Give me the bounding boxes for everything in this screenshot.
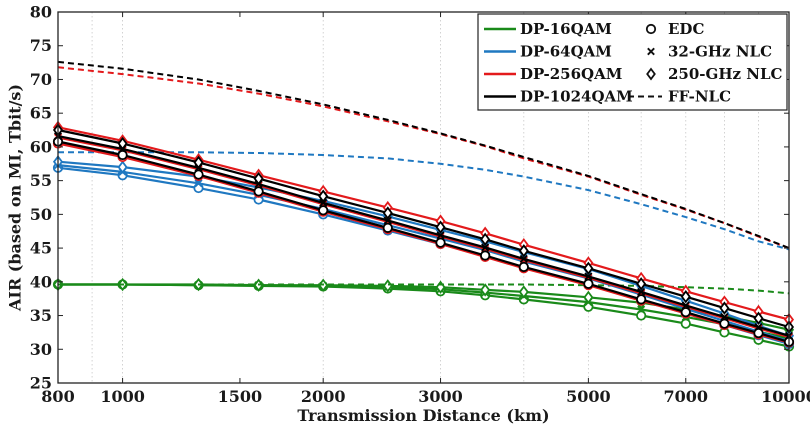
- point: [193, 155, 204, 170]
- series-dp-16qam-ff-nlc: [58, 283, 790, 295]
- series-line: [58, 283, 790, 295]
- legend-swatch: [647, 47, 655, 56]
- point: [680, 289, 691, 304]
- legend-item-format: DP-16QAM: [484, 20, 612, 38]
- legend-item-format: DP-256QAM: [484, 65, 622, 83]
- point: [637, 287, 646, 296]
- y-tick-label: 35: [30, 306, 52, 325]
- legend-swatch: [646, 67, 656, 81]
- y-tick-label: 55: [30, 171, 52, 190]
- series-line: [57, 60, 790, 250]
- point: [518, 285, 529, 299]
- point: [753, 327, 764, 339]
- point: [584, 272, 593, 281]
- series-dp-64qam-ff-nlc: [58, 151, 790, 251]
- x-tick-label: 2000: [301, 387, 346, 406]
- x-tick-label: 1000: [100, 387, 145, 406]
- legend-label: DP-256QAM: [520, 65, 622, 83]
- y-tick-label: 30: [30, 340, 52, 359]
- point: [435, 220, 446, 234]
- point: [637, 305, 646, 314]
- point: [194, 179, 203, 188]
- point: [382, 222, 393, 233]
- legend-label: DP-16QAM: [520, 20, 612, 38]
- legend-swatch: [645, 23, 657, 35]
- point: [480, 250, 491, 261]
- legend-item-method: FF-NLC: [628, 88, 731, 106]
- x-tick-label: 5000: [566, 387, 611, 406]
- point: [382, 206, 393, 220]
- legend-label: 250-GHz NLC: [668, 65, 783, 83]
- y-axis-label: AIR (based on MI, Tbit/s): [6, 84, 25, 312]
- series-line: [58, 151, 790, 251]
- y-tick-label: 40: [30, 272, 52, 291]
- point: [319, 198, 328, 207]
- point: [435, 237, 446, 248]
- point: [680, 318, 691, 329]
- point: [519, 254, 528, 263]
- point: [754, 322, 763, 332]
- point: [480, 283, 491, 297]
- point: [481, 243, 490, 252]
- point: [636, 294, 647, 305]
- x-tick-label: 1500: [218, 387, 263, 406]
- point: [719, 301, 730, 315]
- x-tick-label: 7000: [664, 387, 709, 406]
- y-tick-label: 65: [30, 104, 52, 123]
- y-tick-label: 75: [30, 36, 52, 55]
- point: [583, 261, 594, 276]
- y-tick-label: 70: [30, 70, 52, 89]
- x-tick-label: 3000: [418, 387, 463, 406]
- point: [636, 277, 647, 291]
- legend-item-method: EDC: [645, 20, 704, 38]
- x-axis-label: Transmission Distance (km): [297, 406, 549, 425]
- point: [253, 186, 264, 197]
- legend-item-format: DP-1024QAM: [484, 88, 633, 106]
- x-tick-label: 10000: [761, 387, 810, 406]
- plot-area: [57, 11, 790, 384]
- legend-label: FF-NLC: [668, 88, 731, 106]
- point: [680, 307, 691, 318]
- point: [193, 169, 204, 180]
- point: [636, 310, 647, 321]
- point: [681, 301, 690, 310]
- point: [583, 290, 594, 305]
- point: [318, 189, 329, 203]
- point: [117, 149, 128, 161]
- y-tick-label: 45: [30, 239, 52, 258]
- point: [253, 171, 264, 186]
- point: [518, 244, 529, 258]
- point: [117, 136, 128, 151]
- legend-label: EDC: [668, 20, 704, 38]
- point: [518, 261, 529, 273]
- point: [753, 311, 764, 325]
- series-dp-1024qam-ff-nlc: [57, 60, 790, 250]
- point: [719, 318, 730, 329]
- legend-label: DP-1024QAM: [520, 88, 633, 106]
- legend-box: [477, 13, 788, 111]
- ticks: 800 1000 1500 2000 3000 5000 7000 10000 25 30 35 40…: [30, 3, 810, 407]
- point: [720, 312, 729, 321]
- point: [383, 216, 392, 225]
- series-line: [57, 166, 790, 345]
- y-tick-label: 50: [30, 205, 52, 224]
- series-dp-1024qam-edc: [52, 136, 795, 347]
- legend-label: 32-GHz NLC: [668, 43, 772, 61]
- y-tick-label: 25: [30, 374, 52, 393]
- legend-item-method: 250-GHz NLC: [646, 65, 783, 83]
- legend-item-format: DP-64QAM: [484, 43, 612, 61]
- legend: DP-16QAM DP-64QAM DP-256QAM DP-1024QAM EDC 32…: [477, 13, 788, 111]
- point: [480, 232, 491, 247]
- legend-label: DP-64QAM: [520, 43, 612, 61]
- point: [117, 160, 128, 174]
- point: [436, 231, 445, 240]
- point: [583, 278, 594, 289]
- x-tick-label: 800: [41, 387, 74, 406]
- legend-item-method: 32-GHz NLC: [647, 43, 772, 61]
- y-tick-label: 60: [30, 137, 52, 156]
- y-tick-label: 80: [30, 3, 52, 22]
- point: [318, 205, 329, 216]
